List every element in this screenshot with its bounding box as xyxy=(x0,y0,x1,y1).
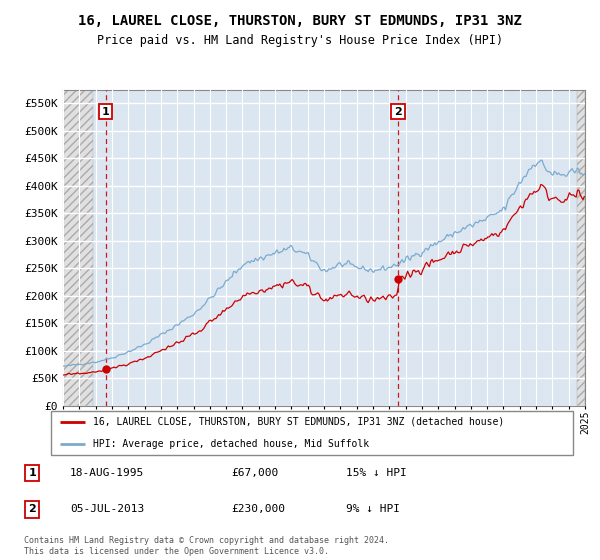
Text: 2: 2 xyxy=(394,106,402,116)
Text: Contains HM Land Registry data © Crown copyright and database right 2024.
This d: Contains HM Land Registry data © Crown c… xyxy=(24,536,389,556)
Text: 15% ↓ HPI: 15% ↓ HPI xyxy=(346,468,407,478)
Text: Price paid vs. HM Land Registry's House Price Index (HPI): Price paid vs. HM Land Registry's House … xyxy=(97,34,503,46)
Text: 9% ↓ HPI: 9% ↓ HPI xyxy=(346,505,400,515)
Bar xyxy=(63,90,93,406)
FancyBboxPatch shape xyxy=(50,412,574,455)
Text: 16, LAUREL CLOSE, THURSTON, BURY ST EDMUNDS, IP31 3NZ (detached house): 16, LAUREL CLOSE, THURSTON, BURY ST EDMU… xyxy=(93,417,504,427)
Text: HPI: Average price, detached house, Mid Suffolk: HPI: Average price, detached house, Mid … xyxy=(93,438,369,449)
Text: 1: 1 xyxy=(102,106,110,116)
Text: £67,000: £67,000 xyxy=(231,468,278,478)
Text: 2: 2 xyxy=(29,505,36,515)
Bar xyxy=(63,90,93,406)
Bar xyxy=(577,90,585,406)
Text: £230,000: £230,000 xyxy=(231,505,285,515)
Text: 16, LAUREL CLOSE, THURSTON, BURY ST EDMUNDS, IP31 3NZ: 16, LAUREL CLOSE, THURSTON, BURY ST EDMU… xyxy=(78,14,522,28)
Bar xyxy=(577,90,585,406)
Text: 05-JUL-2013: 05-JUL-2013 xyxy=(70,505,144,515)
Text: 18-AUG-1995: 18-AUG-1995 xyxy=(70,468,144,478)
Text: 1: 1 xyxy=(29,468,36,478)
